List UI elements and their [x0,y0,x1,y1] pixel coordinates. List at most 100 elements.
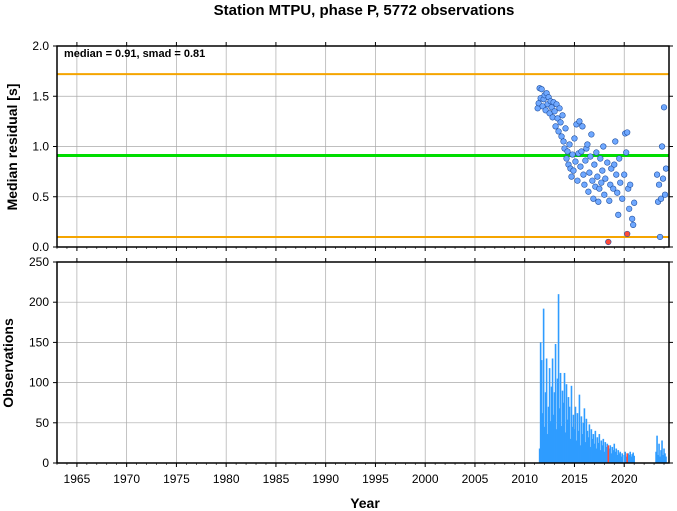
observation-bar [663,448,665,463]
residual-point [659,175,667,182]
residual-point [580,171,587,178]
observation-bar [656,435,658,463]
chart-title: Station MTPU, phase P, 5772 observations [214,2,515,19]
residual-points [534,85,670,246]
observation-bar [574,406,577,463]
x-tick-label: 1990 [312,472,339,486]
observation-bar [570,385,573,463]
highlight-bar [607,445,610,463]
observation-bar [562,402,565,463]
residual-point [614,189,621,196]
observation-bar [614,451,617,463]
x-axis-label: Year [350,495,380,511]
observation-bar [552,414,555,463]
observation-bar [572,414,575,463]
observation-bar [541,413,544,463]
x-tick-label: 1975 [163,472,190,486]
top-y-tick-label: 1.5 [32,89,49,103]
residual-point [556,105,563,112]
bottom-y-tick-label: 0 [42,456,49,470]
residual-point [610,185,617,192]
residual-point [568,173,575,180]
x-tick-label: 2005 [462,472,489,486]
observation-bar [555,429,558,463]
residual-point [656,233,664,241]
top-y-tick-label: 1.0 [32,140,49,154]
residual-point [551,108,558,115]
residual-point [631,199,638,206]
residual-point [653,171,661,178]
residual-point [598,179,605,186]
residual-point [555,128,562,135]
observation-bar [547,406,550,463]
residual-point [615,211,622,218]
observation-bar [655,451,657,463]
observation-bar [606,443,609,463]
observation-bar [620,456,623,463]
observation-bar [556,378,559,463]
bottom-y-axis-label: Observations [0,318,16,408]
observation-bar [577,430,580,463]
observation-bar [545,358,548,463]
observation-bar [582,422,585,463]
observation-bar [589,446,592,463]
observation-bar [603,451,606,463]
residual-point [621,171,628,178]
observation-bar [594,430,597,463]
observation-bar [575,440,578,463]
residual-point [552,123,559,130]
residual-point [549,114,556,121]
residual-point [590,195,597,202]
observation-bar [611,446,614,463]
x-tick-label: 2020 [611,472,638,486]
observation-bar [540,360,543,463]
observation-bar [573,429,576,463]
observation-bar [561,390,564,463]
observation-bar [567,397,570,463]
observation-bar [609,445,612,463]
observation-bar [584,442,587,463]
observation-bar [586,430,589,463]
observation-bar [579,445,582,463]
observation-bar [631,454,633,463]
residual-point [604,159,611,166]
observation-bar [660,450,662,463]
observation-bar [612,450,615,463]
residual-point [574,177,581,184]
x-tick-label: 2015 [561,472,588,486]
residual-point [570,167,577,174]
observation-bar [542,308,545,463]
residual-point [586,169,593,176]
observation-bar [605,446,608,463]
residual-point [582,157,589,164]
observation-bar [602,438,605,463]
observation-bar [632,452,634,463]
residual-point [578,148,585,155]
residual-point [563,155,570,162]
observation-bar [585,418,588,463]
residual-point [617,179,624,186]
observation-bar [560,426,563,463]
residual-point [613,171,620,178]
observation-bar [546,434,549,463]
observation-bar [557,294,560,463]
x-tick-label: 2010 [511,472,538,486]
observation-bar [604,442,607,463]
residual-point [627,181,634,188]
observation-bar [551,358,554,463]
residual-point [566,141,573,148]
stats-annotation: median = 0.91, smad = 0.81 [64,48,205,60]
observation-bar [619,451,622,463]
highlight-bar [626,453,629,463]
residual-point [623,149,630,156]
residual-point [560,138,567,145]
observation-bar [664,453,666,463]
residual-point [557,119,564,126]
observation-bar [539,342,542,463]
observation-bar [565,384,568,463]
observation-bar [571,426,574,463]
observation-bar [633,455,635,463]
residual-point [569,151,576,158]
observation-bar [538,448,541,463]
x-tick-label: 1985 [263,472,290,486]
